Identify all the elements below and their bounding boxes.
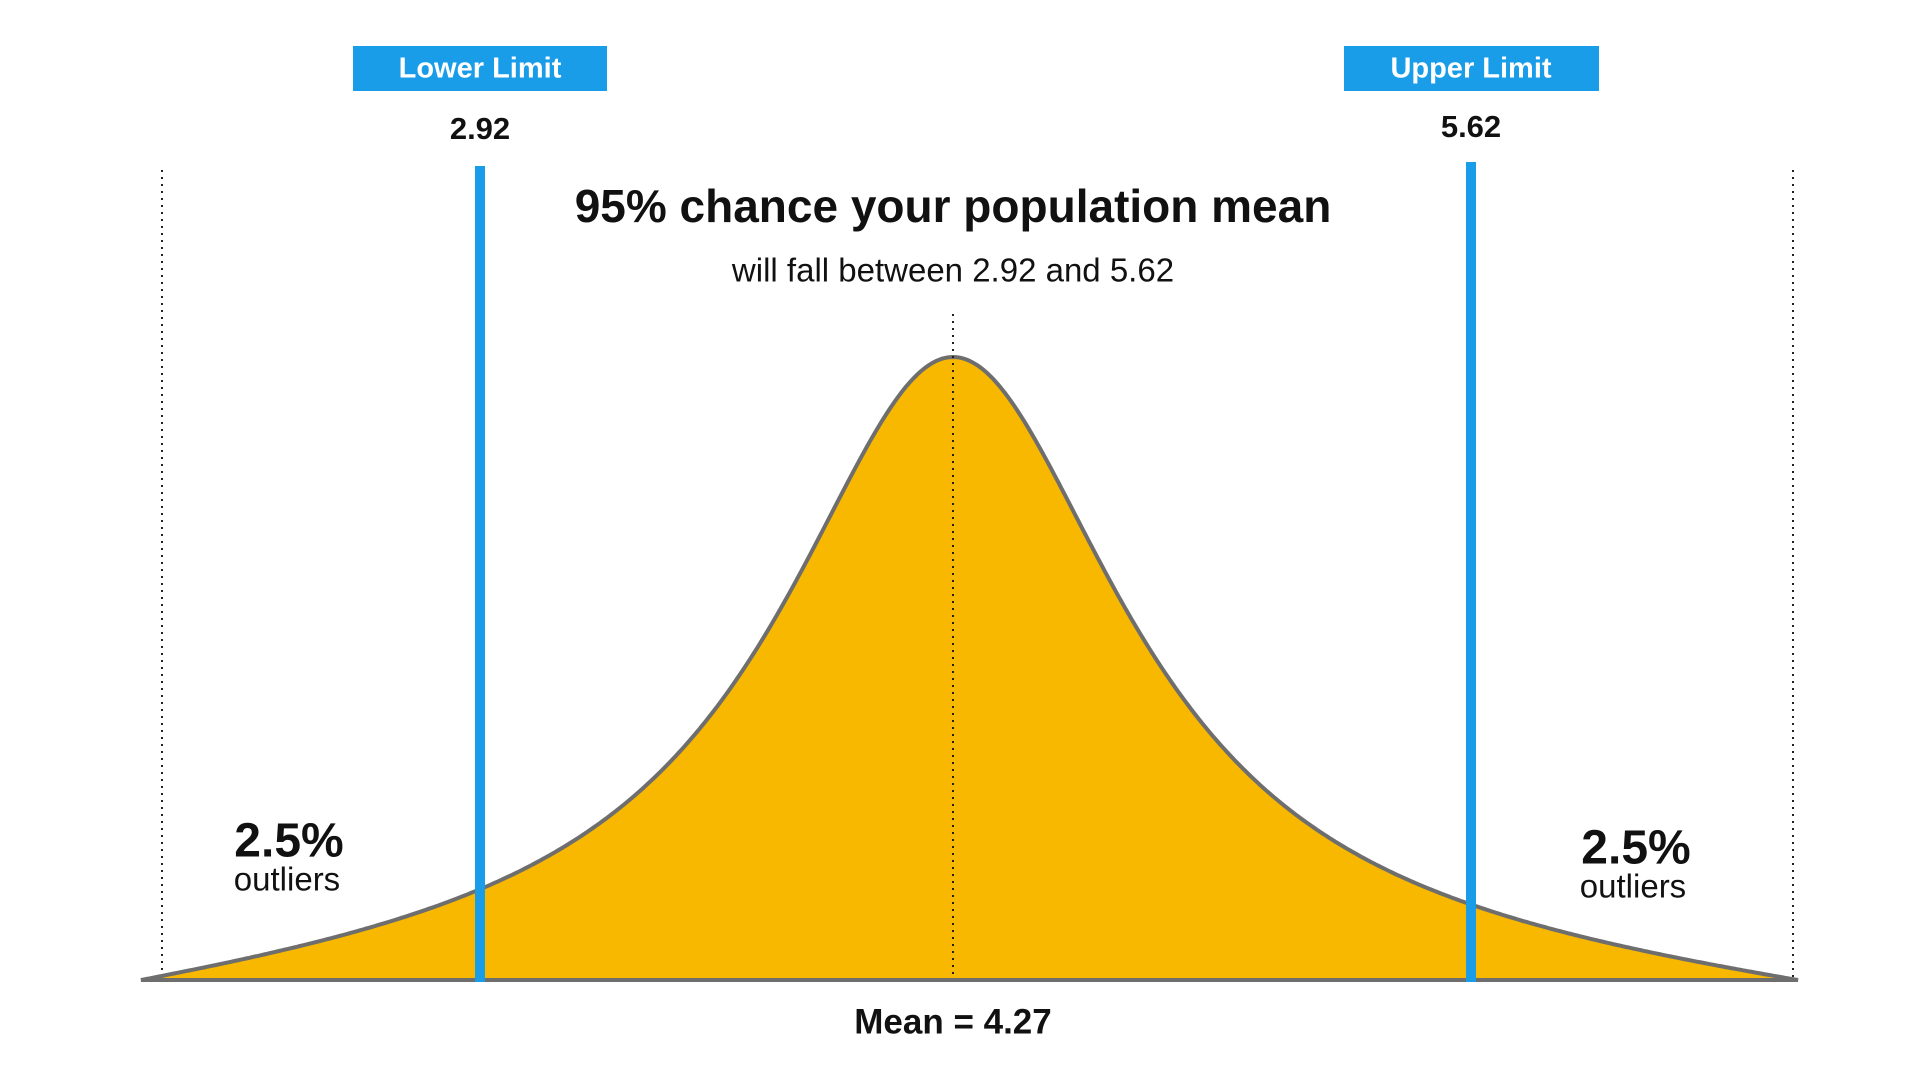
mean-label: Mean = 4.27 xyxy=(854,1002,1051,1041)
upper-limit-value: 5.62 xyxy=(1441,109,1501,144)
upper-limit-label: Upper Limit xyxy=(1390,53,1551,85)
title: 95% chance your population mean xyxy=(575,180,1332,232)
lower-limit-value: 2.92 xyxy=(450,111,510,146)
right-tail-percent: 2.5% xyxy=(1581,822,1690,875)
subtitle: will fall between 2.92 and 5.62 xyxy=(731,252,1174,289)
left-tail-percent: 2.5% xyxy=(234,815,343,868)
distribution-curve xyxy=(140,354,1799,982)
upper-limit-badge xyxy=(1344,46,1599,91)
left-tail-label: outliers xyxy=(234,861,340,898)
upper-limit-line xyxy=(1466,162,1476,982)
lower-limit-line xyxy=(475,166,485,982)
lower-limit-badge xyxy=(353,46,607,91)
right-tail-label: outliers xyxy=(1580,868,1686,905)
lower-limit-label: Lower Limit xyxy=(399,53,562,85)
